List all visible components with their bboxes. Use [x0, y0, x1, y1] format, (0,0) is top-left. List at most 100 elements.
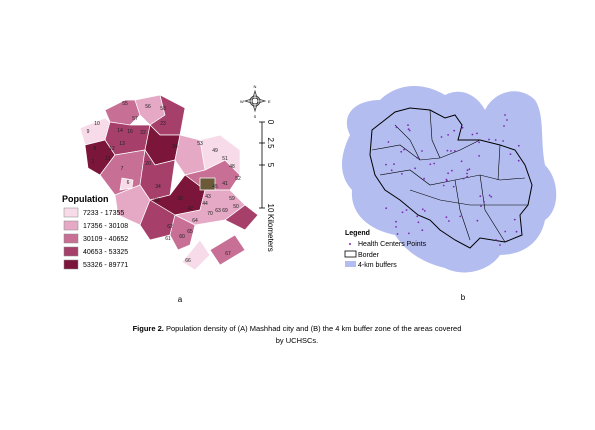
health-center: [445, 216, 448, 219]
health-center: [385, 207, 388, 210]
health-center: [450, 150, 452, 152]
region-label: 51: [222, 156, 228, 162]
health-center: [385, 163, 387, 166]
health-center: [403, 148, 405, 151]
legend-label: 7233 - 17355: [83, 210, 124, 217]
region-label: 62: [167, 224, 173, 230]
health-center: [408, 232, 410, 235]
region-label: 63: [215, 208, 221, 214]
region-label: 22: [140, 130, 146, 136]
health-center: [448, 220, 450, 222]
region-label: 11: [105, 156, 110, 162]
health-center: [451, 169, 453, 172]
health-center: [446, 149, 449, 152]
health-center: [476, 132, 478, 135]
region-label: 61: [165, 236, 171, 242]
health-center: [488, 194, 491, 197]
health-center: [461, 126, 464, 129]
region-label: 20: [145, 161, 151, 167]
health-center: [478, 141, 480, 144]
region-label: 24: [172, 144, 178, 150]
legend-label: 53326 - 89771: [83, 262, 128, 269]
region-label: 44: [202, 201, 208, 207]
health-center: [483, 200, 485, 203]
health-center: [433, 162, 436, 165]
map-a: [79, 94, 259, 271]
health-center: [407, 128, 410, 131]
health-center: [517, 159, 520, 162]
health-center: [453, 150, 456, 152]
health-center: [387, 141, 390, 143]
region-label: 56: [145, 104, 151, 110]
health-center: [504, 230, 507, 233]
health-center: [502, 140, 504, 142]
compass-n: N: [254, 84, 257, 89]
region-label: 53: [197, 141, 203, 147]
health-center: [442, 184, 445, 187]
caption-text: Population density of (A) Mashhad city a…: [164, 324, 462, 333]
legend-title: Population: [62, 194, 109, 204]
legend-label: 40653 - 53325: [83, 249, 128, 256]
legend-swatch: [63, 220, 79, 231]
health-center: [396, 233, 399, 235]
health-center: [460, 160, 463, 163]
health-center: [462, 177, 465, 180]
region-label: 43: [205, 194, 211, 200]
region-label: 8: [94, 146, 97, 152]
health-center: [468, 168, 471, 171]
region-label: 16: [127, 129, 133, 135]
legend-swatch: [63, 246, 79, 257]
region-label: 69: [222, 208, 228, 214]
health-center: [445, 178, 448, 181]
health-center: [405, 209, 408, 211]
health-center: [504, 114, 506, 116]
health-center: [395, 126, 398, 129]
region-label: 42: [187, 206, 193, 212]
region-label: 48: [229, 164, 235, 170]
health-center: [478, 155, 480, 157]
scale-label: 0: [266, 120, 275, 125]
health-center: [479, 195, 482, 198]
health-center: [515, 230, 518, 233]
legend-swatch: [63, 259, 79, 270]
health-center: [447, 134, 449, 136]
compass-w: W: [240, 99, 244, 104]
region-label: 50: [233, 204, 239, 210]
health-center: [506, 119, 508, 121]
region-label: 9: [87, 129, 90, 135]
region-label: 67: [225, 251, 231, 257]
scale-label: 10: [266, 204, 275, 213]
health-center: [421, 150, 423, 152]
legend-item: Health Centers Points: [358, 241, 427, 248]
health-center: [466, 169, 469, 172]
region-label: 34: [155, 184, 161, 190]
health-center: [408, 129, 411, 132]
health-center: [440, 136, 443, 138]
region-label: 23: [160, 121, 166, 127]
health-center: [494, 139, 497, 141]
health-center: [452, 185, 455, 188]
health-center: [401, 211, 404, 214]
region-label: 12: [109, 146, 115, 152]
region-label: 65: [187, 229, 193, 235]
region-label: 30: [177, 196, 183, 202]
health-center: [459, 215, 462, 218]
health-center: [476, 219, 479, 222]
region-label: 41: [222, 181, 228, 187]
panel-label: a: [178, 295, 183, 304]
legend-label: 30109 - 40652: [83, 236, 128, 243]
region-label: 64: [192, 218, 198, 224]
caption-line: by UCHSCs.: [276, 336, 319, 345]
health-center: [466, 175, 469, 178]
health-center: [509, 153, 512, 156]
health-center: [423, 210, 426, 212]
region-label: 66: [185, 258, 191, 264]
health-center: [447, 172, 449, 175]
health-center: [390, 169, 393, 172]
scale-label: 2.5: [266, 137, 275, 149]
legend-swatch: [63, 233, 79, 244]
health-center: [466, 172, 468, 175]
region-label: 1: [92, 159, 95, 165]
health-center: [421, 229, 424, 232]
